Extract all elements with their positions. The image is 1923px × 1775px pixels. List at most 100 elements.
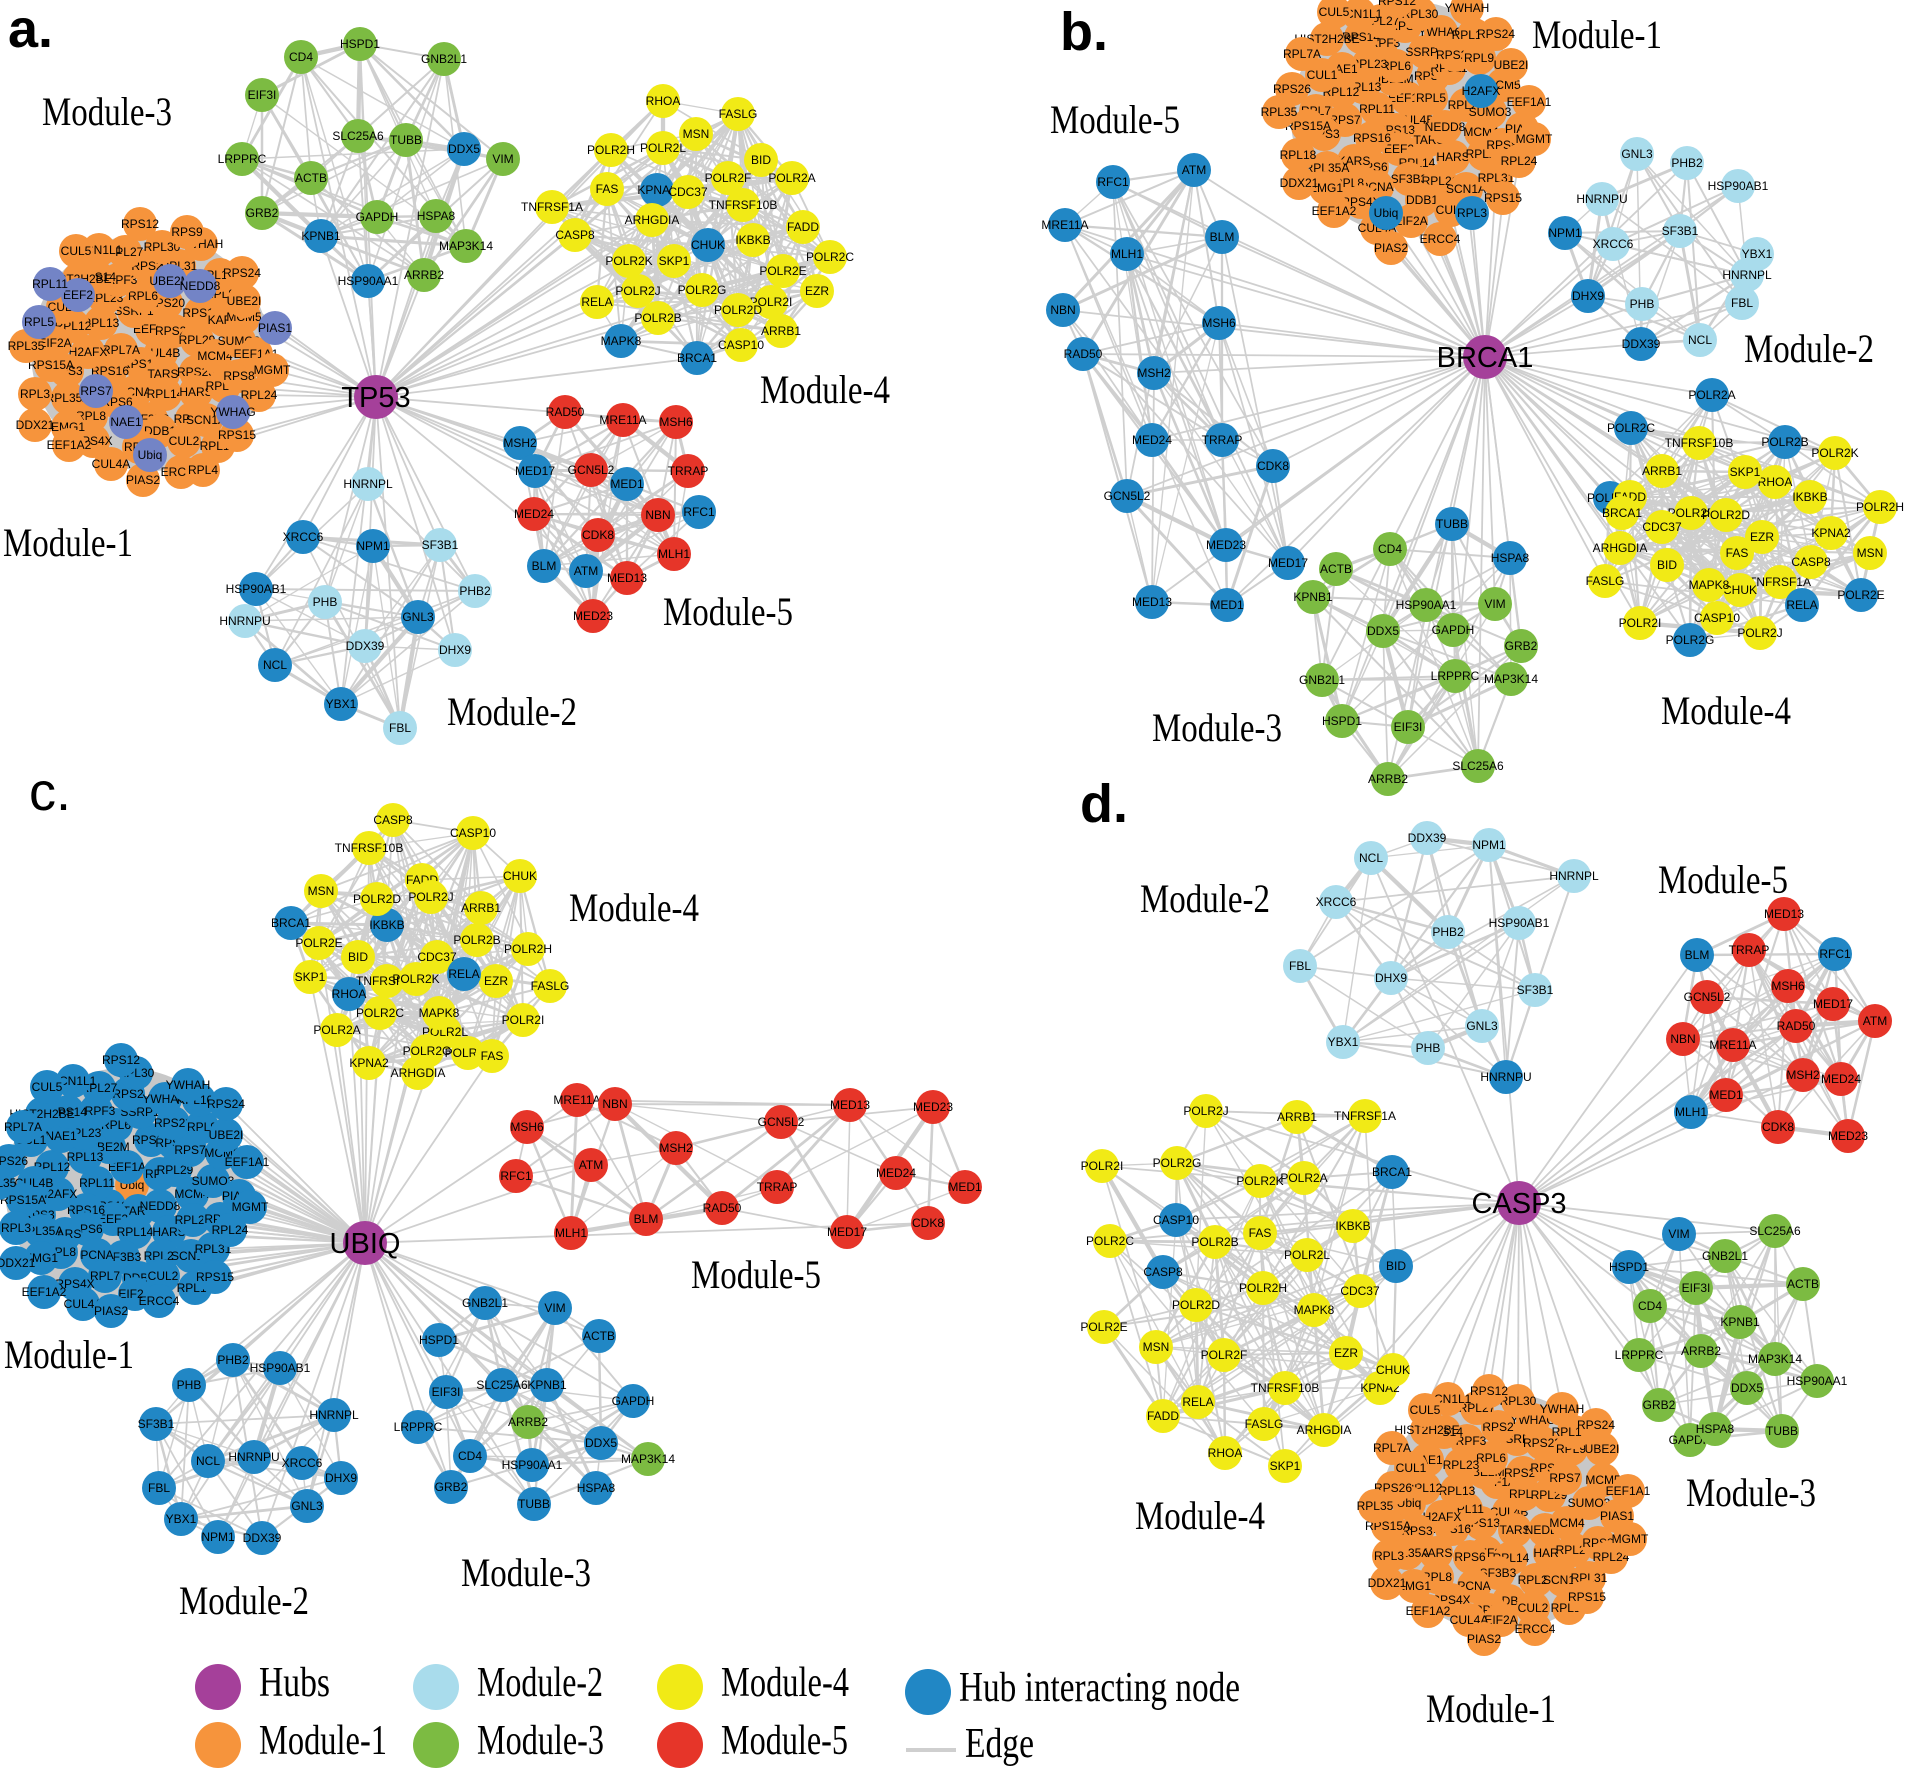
- svg-text:HSPA8: HSPA8: [1491, 551, 1530, 565]
- svg-text:Module-4: Module-4: [569, 885, 699, 930]
- svg-text:ATM: ATM: [1182, 163, 1206, 177]
- svg-text:TNFRSF1A: TNFRSF1A: [521, 200, 583, 214]
- svg-text:DHX9: DHX9: [1572, 289, 1604, 303]
- svg-text:MSN: MSN: [1857, 546, 1884, 560]
- svg-text:TRRAP: TRRAP: [1729, 943, 1770, 957]
- svg-text:MED13: MED13: [1132, 595, 1172, 609]
- svg-text:CUL2: CUL2: [148, 1269, 179, 1283]
- svg-text:CD4: CD4: [289, 50, 313, 64]
- svg-text:MED1: MED1: [1210, 598, 1244, 612]
- svg-text:MED13: MED13: [1764, 907, 1804, 921]
- svg-text:FASLG: FASLG: [1586, 574, 1625, 588]
- svg-text:Hub interacting node: Hub interacting node: [959, 1665, 1240, 1711]
- svg-text:RPL27: RPL27: [81, 1081, 118, 1095]
- svg-text:RPL24: RPL24: [241, 388, 278, 402]
- svg-text:ACTB: ACTB: [295, 171, 327, 185]
- svg-text:PIAS2: PIAS2: [1467, 1632, 1501, 1646]
- svg-text:ACTB: ACTB: [1787, 1277, 1819, 1291]
- svg-text:RPS15: RPS15: [1484, 191, 1522, 205]
- svg-text:RPS16: RPS16: [1353, 131, 1391, 145]
- svg-text:HSPD1: HSPD1: [340, 37, 380, 51]
- svg-text:RFC1: RFC1: [500, 1169, 532, 1183]
- svg-text:IKBKB: IKBKB: [1792, 490, 1827, 504]
- svg-text:HNRNPU: HNRNPU: [1576, 192, 1627, 206]
- svg-text:CD4: CD4: [1378, 542, 1402, 556]
- svg-text:CD4: CD4: [1638, 1299, 1662, 1313]
- svg-text:RELA: RELA: [1786, 598, 1817, 612]
- svg-text:RFC1: RFC1: [683, 505, 715, 519]
- svg-text:H2AFX: H2AFX: [1423, 1510, 1462, 1524]
- svg-text:MLH1: MLH1: [1111, 247, 1143, 261]
- svg-text:Module-5: Module-5: [1658, 857, 1788, 902]
- svg-text:XRCC6: XRCC6: [282, 1456, 323, 1470]
- svg-text:CDC37: CDC37: [668, 185, 708, 199]
- svg-text:RPL3: RPL3: [1374, 1549, 1404, 1563]
- svg-text:TUBB: TUBB: [390, 133, 422, 147]
- svg-text:POLR2H: POLR2H: [1239, 1281, 1287, 1295]
- svg-text:MED17: MED17: [515, 464, 555, 478]
- svg-text:POLR2K: POLR2K: [605, 254, 652, 268]
- svg-text:ARRB2: ARRB2: [404, 268, 444, 282]
- svg-text:POLR2G: POLR2G: [1666, 633, 1715, 647]
- svg-text:CDK8: CDK8: [1762, 1120, 1794, 1134]
- svg-text:RPS12: RPS12: [102, 1053, 140, 1067]
- svg-text:POLR2H: POLR2H: [504, 942, 552, 956]
- svg-text:BID: BID: [1386, 1259, 1406, 1273]
- svg-text:RPL6: RPL6: [128, 289, 158, 303]
- svg-text:DDB1: DDB1: [144, 424, 176, 438]
- svg-text:KPNB1: KPNB1: [1720, 1315, 1760, 1329]
- svg-text:RPS15A: RPS15A: [1285, 119, 1331, 133]
- svg-text:LRPPRC: LRPPRC: [218, 152, 267, 166]
- svg-text:Module-1: Module-1: [1532, 12, 1662, 57]
- svg-text:Module-2: Module-2: [1744, 326, 1874, 371]
- svg-text:KPNA2: KPNA2: [349, 1056, 389, 1070]
- svg-text:RPS12: RPS12: [1378, 0, 1416, 8]
- svg-text:SKP1: SKP1: [1730, 465, 1761, 479]
- svg-text:GNB2L1: GNB2L1: [1299, 673, 1345, 687]
- svg-text:POLR2E: POLR2E: [759, 264, 806, 278]
- svg-text:UBE2I: UBE2I: [227, 294, 262, 308]
- svg-text:ARRB1: ARRB1: [1642, 464, 1682, 478]
- svg-text:SLC25A6: SLC25A6: [332, 129, 384, 143]
- svg-text:RPL13: RPL13: [1439, 1484, 1476, 1498]
- svg-text:TARS: TARS: [147, 367, 178, 381]
- svg-text:POLR2G: POLR2G: [403, 1044, 452, 1058]
- svg-text:RPS26: RPS26: [1273, 82, 1311, 96]
- svg-text:RHOA: RHOA: [1208, 1446, 1243, 1460]
- svg-text:POLR2I: POLR2I: [750, 295, 793, 309]
- svg-text:PHB: PHB: [177, 1378, 202, 1392]
- svg-text:MED13: MED13: [830, 1098, 870, 1112]
- svg-text:CHUK: CHUK: [1723, 583, 1757, 597]
- svg-text:CASP8: CASP8: [555, 228, 595, 242]
- svg-text:ARHGDIA: ARHGDIA: [1593, 541, 1648, 555]
- svg-text:MAP3K14: MAP3K14: [621, 1452, 675, 1466]
- svg-text:RPS15A: RPS15A: [28, 358, 74, 372]
- svg-text:MED24: MED24: [514, 507, 554, 521]
- svg-text:UBE2M: UBE2M: [149, 274, 190, 288]
- svg-text:EIF3I: EIF3I: [1394, 720, 1423, 734]
- svg-text:FBL: FBL: [148, 1481, 170, 1495]
- svg-text:BRCA1: BRCA1: [1602, 506, 1642, 520]
- svg-text:Module-4: Module-4: [721, 1660, 849, 1706]
- svg-text:RPL31: RPL31: [1571, 1571, 1608, 1585]
- svg-text:HNRNPL: HNRNPL: [309, 1408, 359, 1422]
- svg-text:H2AFX: H2AFX: [1462, 84, 1501, 98]
- svg-text:SUMO3: SUMO3: [192, 1174, 235, 1188]
- svg-text:VIM: VIM: [1484, 597, 1505, 611]
- svg-text:POLR2D: POLR2D: [353, 892, 401, 906]
- svg-text:SLC25A6: SLC25A6: [1452, 759, 1504, 773]
- svg-text:MSH2: MSH2: [1786, 1068, 1820, 1082]
- svg-text:PHB2: PHB2: [1432, 925, 1464, 939]
- svg-text:EEF1A1: EEF1A1: [225, 1155, 270, 1169]
- svg-text:RPL26: RPL26: [175, 1213, 212, 1227]
- svg-text:CASP8: CASP8: [1143, 1265, 1183, 1279]
- svg-text:POLR2A: POLR2A: [1280, 1171, 1327, 1185]
- svg-text:CUL4A: CUL4A: [64, 1297, 103, 1311]
- svg-text:RPS9: RPS9: [171, 225, 203, 239]
- svg-text:RPL5: RPL5: [1416, 91, 1446, 105]
- svg-text:CUL5: CUL5: [1410, 1403, 1441, 1417]
- svg-text:CASP8: CASP8: [1791, 555, 1831, 569]
- svg-text:SCN1A: SCN1A: [1446, 182, 1486, 196]
- svg-text:NCL: NCL: [1359, 851, 1383, 865]
- svg-text:TNFRSF10B: TNFRSF10B: [335, 841, 404, 855]
